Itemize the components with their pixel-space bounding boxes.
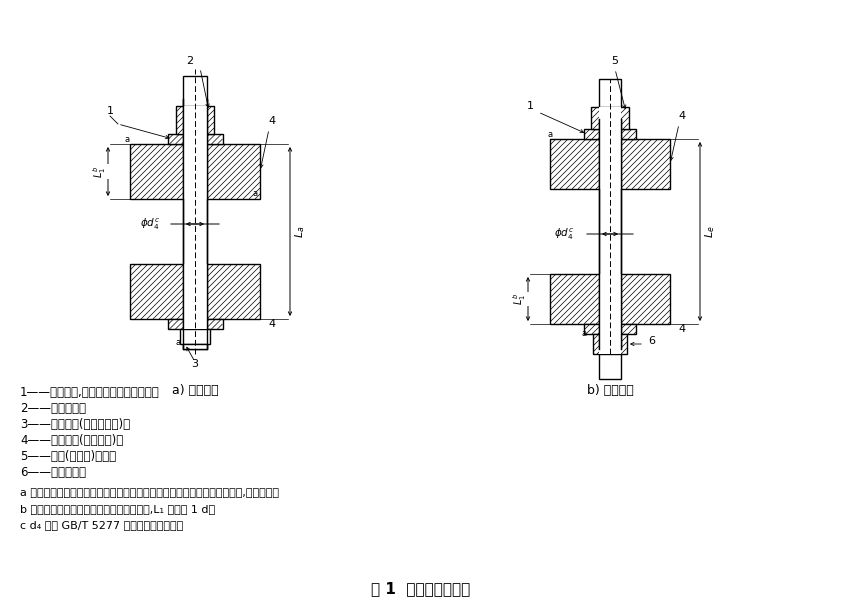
Text: $L_1^b$: $L_1^b$	[512, 293, 529, 305]
Bar	[183, 134, 207, 144]
Bar	[599, 334, 621, 354]
Text: 4——试验装置(夹紧元件)；: 4——试验装置(夹紧元件)；	[20, 434, 123, 447]
Text: 图 1  夹具和试件装夹: 图 1 夹具和试件装夹	[371, 581, 471, 596]
Text: 5: 5	[611, 56, 619, 66]
Bar	[168, 134, 222, 144]
Bar	[599, 129, 621, 139]
Bar	[599, 324, 621, 334]
Text: 4: 4	[679, 324, 685, 334]
Bar	[183, 264, 207, 319]
Text: 1: 1	[106, 106, 114, 116]
Text: 6——试验螺母。: 6——试验螺母。	[20, 466, 86, 479]
Text: 1——试验垫片,试验垫圈或者专用垫圈；: 1——试验垫片,试验垫圈或者专用垫圈；	[20, 386, 160, 399]
Bar	[599, 274, 621, 324]
Bar	[591, 107, 629, 129]
Text: $L_e$: $L_e$	[703, 225, 717, 238]
Text: 2: 2	[186, 56, 194, 66]
Text: b 在达到屈服夹紧力或极限夹紧力的情况下,L₁ 至少为 1 d。: b 在达到屈服夹紧力或极限夹紧力的情况下,L₁ 至少为 1 d。	[20, 504, 215, 514]
Text: $\phi d_4^c$: $\phi d_4^c$	[140, 216, 160, 231]
Text: 6: 6	[648, 336, 656, 346]
Text: 1: 1	[526, 101, 534, 111]
Text: a 应采用适当的方法固定试验垫片或试验垫圈和螺栓头部或螺母以防止转动,并应对中。: a 应采用适当的方法固定试验垫片或试验垫圈和螺栓头部或螺母以防止转动,并应对中。	[20, 488, 279, 498]
Text: c d₄ 符合 GB/T 5277 精装配系列的规定。: c d₄ 符合 GB/T 5277 精装配系列的规定。	[20, 520, 184, 530]
Bar	[599, 79, 621, 107]
Bar	[183, 144, 207, 199]
Bar	[183, 319, 207, 329]
Text: 4: 4	[679, 111, 685, 121]
Text: a: a	[547, 130, 552, 139]
Bar	[599, 139, 621, 189]
Bar	[183, 76, 207, 106]
Bar	[180, 329, 210, 344]
Text: 4: 4	[269, 116, 275, 126]
Bar	[599, 354, 621, 379]
Bar	[584, 129, 636, 139]
Bar	[550, 139, 670, 189]
Bar	[593, 334, 627, 354]
Bar	[130, 264, 260, 319]
Bar	[183, 106, 207, 134]
Text: 5——螺栓(或螺钉)试件；: 5——螺栓(或螺钉)试件；	[20, 450, 116, 463]
Bar	[183, 344, 207, 349]
Bar	[584, 324, 636, 334]
Text: a: a	[253, 189, 258, 198]
Bar	[130, 144, 260, 199]
Bar	[599, 119, 621, 349]
Text: a: a	[175, 338, 180, 347]
Text: 3——试验螺栓(或试验螺钉)；: 3——试验螺栓(或试验螺钉)；	[20, 418, 131, 431]
Text: a: a	[125, 135, 130, 144]
Text: 2——螺母试件；: 2——螺母试件；	[20, 402, 86, 415]
Text: $\phi d_4^c$: $\phi d_4^c$	[554, 227, 574, 242]
Text: b) 螺栓试件: b) 螺栓试件	[587, 384, 633, 397]
Text: 3: 3	[191, 359, 199, 369]
Bar	[168, 319, 222, 329]
Bar	[183, 99, 207, 349]
Bar	[599, 107, 621, 129]
Bar	[550, 274, 670, 324]
Text: a) 螺母试件: a) 螺母试件	[172, 384, 218, 397]
Text: $L_1^b$: $L_1^b$	[92, 165, 109, 177]
Text: a: a	[581, 329, 586, 338]
Bar	[176, 106, 214, 134]
Text: 4: 4	[269, 319, 275, 329]
Text: $L_a$: $L_a$	[293, 225, 306, 238]
